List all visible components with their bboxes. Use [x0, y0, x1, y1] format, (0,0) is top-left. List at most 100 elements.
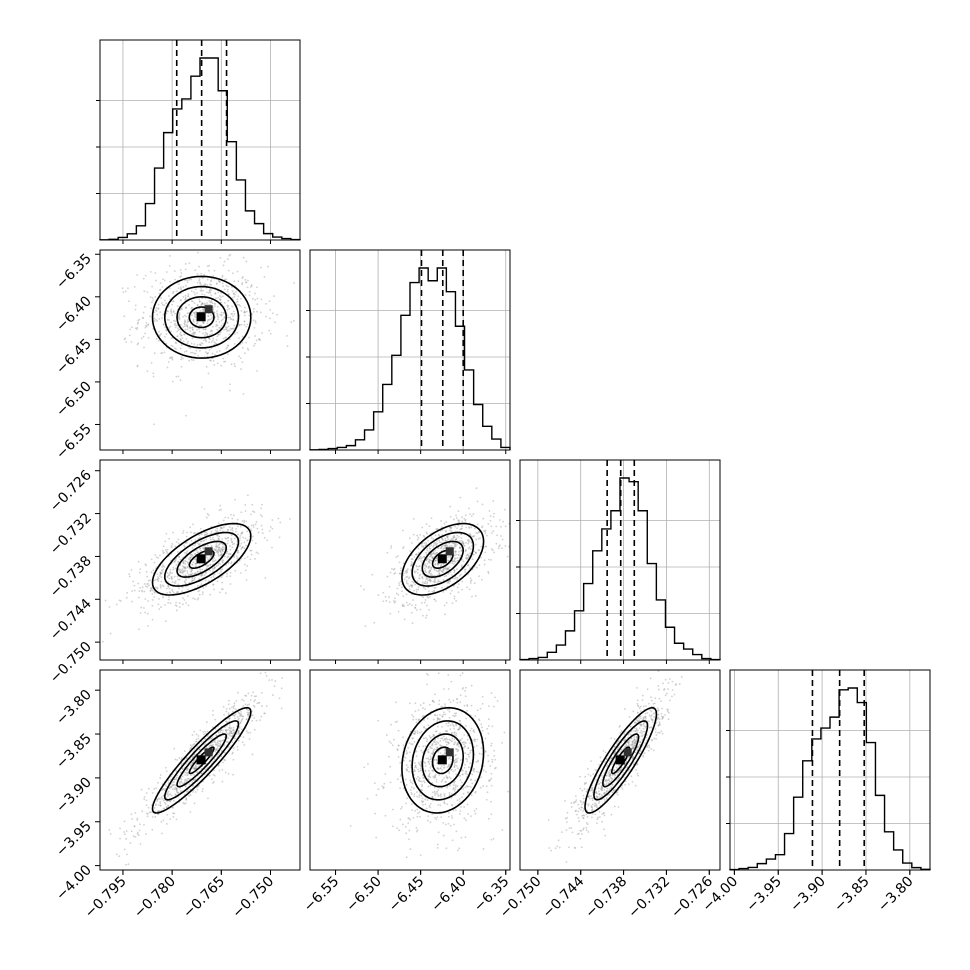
scatter-point: [207, 544, 209, 547]
scatter-point: [429, 736, 432, 739]
contour-fill: [421, 733, 465, 788]
scatter-point: [487, 754, 489, 757]
scatter-point: [153, 352, 156, 355]
scatter-point: [223, 744, 225, 747]
scatter-point: [149, 271, 152, 273]
scatter-point: [457, 728, 460, 731]
scatter-point: [405, 750, 408, 752]
scatter-point: [241, 341, 244, 344]
scatter-point: [418, 794, 421, 797]
scatter-point: [202, 310, 205, 313]
scatter-point: [450, 544, 453, 547]
scatter-point: [631, 746, 634, 749]
scatter-point: [215, 734, 218, 737]
scatter-point: [178, 328, 181, 331]
scatter-point: [183, 567, 186, 570]
scatter-point: [431, 795, 434, 798]
scatter-point: [127, 300, 130, 303]
scatter-point: [455, 698, 458, 701]
scatter-point: [408, 702, 411, 705]
scatter-point: [244, 510, 247, 512]
scatter-point: [162, 323, 165, 326]
scatter-point: [191, 337, 194, 340]
scatter-point: [238, 715, 241, 717]
scatter-point: [209, 301, 212, 304]
scatter-point: [396, 587, 399, 590]
scatter-point: [405, 580, 408, 582]
scatter-point: [243, 320, 246, 323]
scatter-point: [191, 579, 194, 582]
scatter-point: [464, 695, 467, 698]
scatter-point: [179, 276, 182, 278]
scatter-point: [446, 730, 448, 733]
scatter-point: [429, 784, 432, 787]
scatter-point: [476, 770, 478, 773]
scatter-point: [399, 818, 402, 821]
scatter-point: [469, 552, 472, 555]
scatter-point: [230, 537, 233, 540]
scatter-point: [260, 715, 263, 718]
scatter-point: [253, 700, 256, 703]
scatter-point: [247, 279, 249, 282]
scatter-point: [247, 349, 250, 351]
scatter-point: [205, 585, 208, 588]
scatter-point: [188, 359, 191, 362]
scatter-point: [251, 714, 254, 717]
scatter-point: [221, 295, 224, 298]
scatter-point: [177, 329, 180, 331]
scatter-point: [133, 285, 136, 288]
scatter-point: [192, 597, 194, 600]
scatter-point: [461, 796, 464, 799]
scatter-point: [183, 323, 186, 326]
scatter-point: [222, 285, 224, 288]
scatter-point: [224, 537, 227, 540]
scatter-point: [179, 338, 182, 341]
scatter-point: [377, 594, 380, 596]
scatter-point: [158, 330, 160, 333]
density-peak: [437, 554, 447, 564]
scatter-point: [162, 313, 165, 316]
scatter-point: [470, 541, 473, 544]
scatter-point: [147, 787, 150, 790]
scatter-point: [414, 762, 416, 764]
scatter-point: [577, 803, 580, 806]
scatter-point: [175, 778, 178, 781]
scatter-point: [213, 548, 216, 551]
scatter-point: [471, 558, 474, 561]
scatter-point: [126, 853, 128, 856]
scatter-point: [260, 266, 263, 269]
scatter-point: [289, 518, 291, 520]
scatter-point: [466, 553, 469, 556]
scatter-point: [261, 705, 263, 707]
scatter-point: [183, 782, 186, 784]
scatter-point: [223, 288, 226, 291]
scatter-point: [216, 743, 218, 746]
scatter-point: [119, 827, 121, 830]
scatter-point: [177, 375, 180, 378]
scatter-point: [434, 563, 437, 565]
scatter-point: [254, 542, 257, 545]
scatter-point: [457, 849, 459, 852]
scatter-point: [560, 831, 563, 834]
scatter-point: [259, 311, 262, 314]
scatter-point: [196, 281, 199, 284]
scatter-point: [401, 547, 404, 550]
scatter-point: [231, 527, 234, 529]
scatter-point: [580, 801, 582, 803]
scatter-point: [585, 826, 588, 829]
scatter-point: [242, 704, 245, 707]
scatter-point: [245, 260, 248, 263]
scatter-point: [419, 608, 422, 611]
scatter-point: [147, 806, 150, 809]
scatter-point: [269, 332, 272, 335]
scatter-point: [230, 318, 233, 320]
scatter-point: [227, 269, 230, 272]
scatter-point: [264, 577, 267, 579]
scatter-point: [236, 270, 239, 273]
scatter-point: [177, 287, 180, 290]
scatter-point: [446, 544, 448, 547]
scatter-point: [154, 578, 157, 581]
scatter-point: [141, 810, 144, 813]
scatter-point: [384, 814, 387, 817]
scatter-point: [198, 537, 201, 540]
